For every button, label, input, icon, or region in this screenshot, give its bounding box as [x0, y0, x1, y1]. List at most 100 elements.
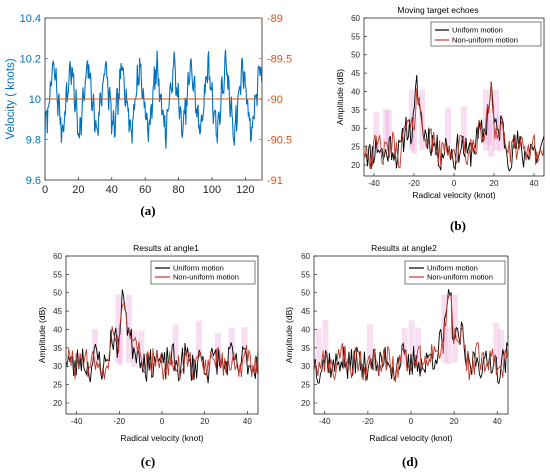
- panel-b-ytick-label: 30: [351, 124, 360, 133]
- panel-d-xtick-label: -40: [319, 417, 331, 426]
- panel-c-glow: [241, 327, 248, 364]
- panel-c-xtick-label: 40: [243, 417, 252, 426]
- panel-b-xtick-label: 20: [490, 179, 499, 188]
- panel-b-plot-area: [363, 74, 545, 172]
- panel-d-glow: [493, 322, 500, 360]
- panel-a-ytick-label: 9.8: [26, 135, 41, 147]
- panel-c-legend-label-nonuniform: Non-uniform motion: [173, 273, 239, 282]
- panel-d-ytick-label: 25: [301, 381, 310, 390]
- panel-b-xtick-label: 40: [530, 179, 539, 188]
- panel-a-y2tick-label: -89: [267, 13, 283, 25]
- panel-d-chart: Results at angle2 Amplitude (dB) Radical…: [284, 243, 509, 469]
- panel-d-glow: [367, 324, 374, 361]
- panel-c-xtick-label: -40: [71, 417, 83, 426]
- panel-d-xtick-label: 20: [450, 417, 459, 426]
- panel-c-chart: Results at angle1 Amplitude (dB) Radical…: [37, 243, 259, 469]
- panel-b-glow: [488, 119, 495, 157]
- panel-d-xtick-label: 0: [409, 417, 414, 426]
- panel-c-ylabel: Amplitude (dB): [37, 307, 47, 363]
- panel-a-plot-area: [44, 49, 263, 149]
- panel-b-glow: [383, 109, 390, 147]
- panel-c-ytick-label: 30: [53, 362, 62, 371]
- panel-b-glow: [486, 108, 493, 145]
- panel-d-xtick-label: -20: [362, 417, 374, 426]
- panel-c-xtick-label: 0: [160, 417, 165, 426]
- panel-c-xlabel: Radical velocity (knot): [120, 433, 203, 443]
- panel-d-glow: [445, 327, 452, 365]
- panel-d-xtick-label: 40: [493, 417, 502, 426]
- panel-b-xtick-label: -40: [368, 179, 380, 188]
- panel-d-ytick-label: 45: [301, 307, 310, 316]
- panel-c-glow: [115, 294, 122, 363]
- panel-d-legend-box: [404, 260, 506, 285]
- panel-d-caption: (d): [402, 454, 418, 469]
- panel-c-glow: [117, 328, 124, 365]
- panel-c-uniform-line: [65, 289, 259, 384]
- panel-a-y2tick-label: -90: [267, 94, 283, 106]
- panel-b-legend-label-nonuniform: Non-uniform motion: [452, 36, 518, 45]
- panel-c-glow: [92, 328, 99, 366]
- panel-b-glow: [373, 112, 380, 150]
- panel-a-ytick-label: 9.6: [26, 175, 41, 187]
- panel-a-xtick-label: 120: [236, 184, 254, 196]
- panel-b-glow: [444, 107, 451, 145]
- panel-b-ytick-label: 40: [351, 87, 360, 96]
- panel-d-glow: [401, 328, 408, 366]
- panel-c-legend-label-uniform: Uniform motion: [173, 264, 224, 273]
- panel-b-ytick-label: 35: [351, 106, 360, 115]
- panel-c-ytick-label: 45: [53, 307, 62, 316]
- panel-a-caption: (a): [140, 203, 155, 218]
- panel-b-xlabel: Radical velocity (knot): [412, 190, 495, 200]
- panel-b-ylabel: Amplitude (dB): [335, 69, 345, 125]
- panel-c-glow: [172, 324, 179, 362]
- panel-c-ytick-label: 55: [53, 270, 62, 279]
- panel-d-glow: [498, 329, 505, 367]
- panel-a-ylabel: Velocity ( knots): [5, 58, 17, 139]
- panel-a-y2tick-label: -90.5: [267, 135, 292, 147]
- panel-d-title: Results at angle2: [371, 243, 437, 253]
- panel-b-legend-box: [430, 21, 542, 47]
- panel-a-ytick-label: 10.2: [20, 54, 41, 66]
- panel-c-ytick-label: 35: [53, 344, 62, 353]
- panel-a-y2tick-label: -91: [267, 175, 283, 187]
- panel-d-glow: [415, 327, 422, 365]
- panel-d-ytick-label: 35: [301, 344, 310, 353]
- panel-c-title: Results at angle1: [133, 243, 199, 253]
- panel-c-glow: [138, 330, 145, 368]
- panel-a-xtick-label: 20: [72, 184, 84, 196]
- panel-b-caption: (b): [450, 218, 466, 233]
- panel-c-ytick-label: 50: [53, 289, 62, 298]
- panel-b-ytick-label: 20: [351, 161, 360, 170]
- panel-b-glow: [385, 110, 392, 147]
- panel-d-ytick-label: 60: [301, 252, 310, 261]
- panel-c-legend: Uniform motion Non-uniform motion: [150, 260, 256, 285]
- panel-b-ytick-label: 45: [351, 69, 360, 78]
- panel-b-glow: [460, 106, 467, 144]
- panel-c-ytick-label: 60: [53, 252, 62, 261]
- panel-c-xtick-label: -20: [114, 417, 126, 426]
- panel-a-xtick-label: 80: [172, 184, 184, 196]
- panel-b-nonuniform-line: [363, 81, 545, 170]
- panel-d-plot-area: [313, 289, 509, 385]
- panel-d-glow: [408, 320, 415, 358]
- panel-d-ytick-label: 50: [301, 289, 310, 298]
- panel-c-caption: (c): [141, 454, 155, 469]
- panel-d-ytick-label: 40: [301, 325, 310, 334]
- panel-d-ytick-label: 30: [301, 362, 310, 371]
- panel-c-glow: [196, 320, 203, 358]
- panel-a-y2tick-label: -89.5: [267, 54, 292, 66]
- panel-b-xtick-label: -20: [408, 179, 420, 188]
- panel-a-xtick-label: 40: [106, 184, 118, 196]
- panel-c-ytick-label: 20: [53, 399, 62, 408]
- panel-d-legend-label-nonuniform: Non-uniform motion: [427, 273, 493, 282]
- panel-d-ytick-label: 55: [301, 270, 310, 279]
- panel-a-velocity-line: [44, 49, 263, 149]
- panel-d-ticks: -40 -20 0 20 40 20 25 30 35 40 45 50 55 60: [301, 252, 502, 426]
- panel-a-ticks: 0 20 40 60 80 100 120 9.6 9.8 10 10.2 10.4 -89 -89.5 -…: [20, 13, 293, 196]
- panel-c-nonuniform-line: [65, 302, 259, 381]
- panel-d-glow: [315, 328, 322, 366]
- panel-d-xlabel: Radical velocity (knot): [369, 433, 452, 443]
- panel-b-legend: Uniform motion Non-uniform motion: [430, 21, 542, 47]
- panel-b-glow: [411, 117, 418, 154]
